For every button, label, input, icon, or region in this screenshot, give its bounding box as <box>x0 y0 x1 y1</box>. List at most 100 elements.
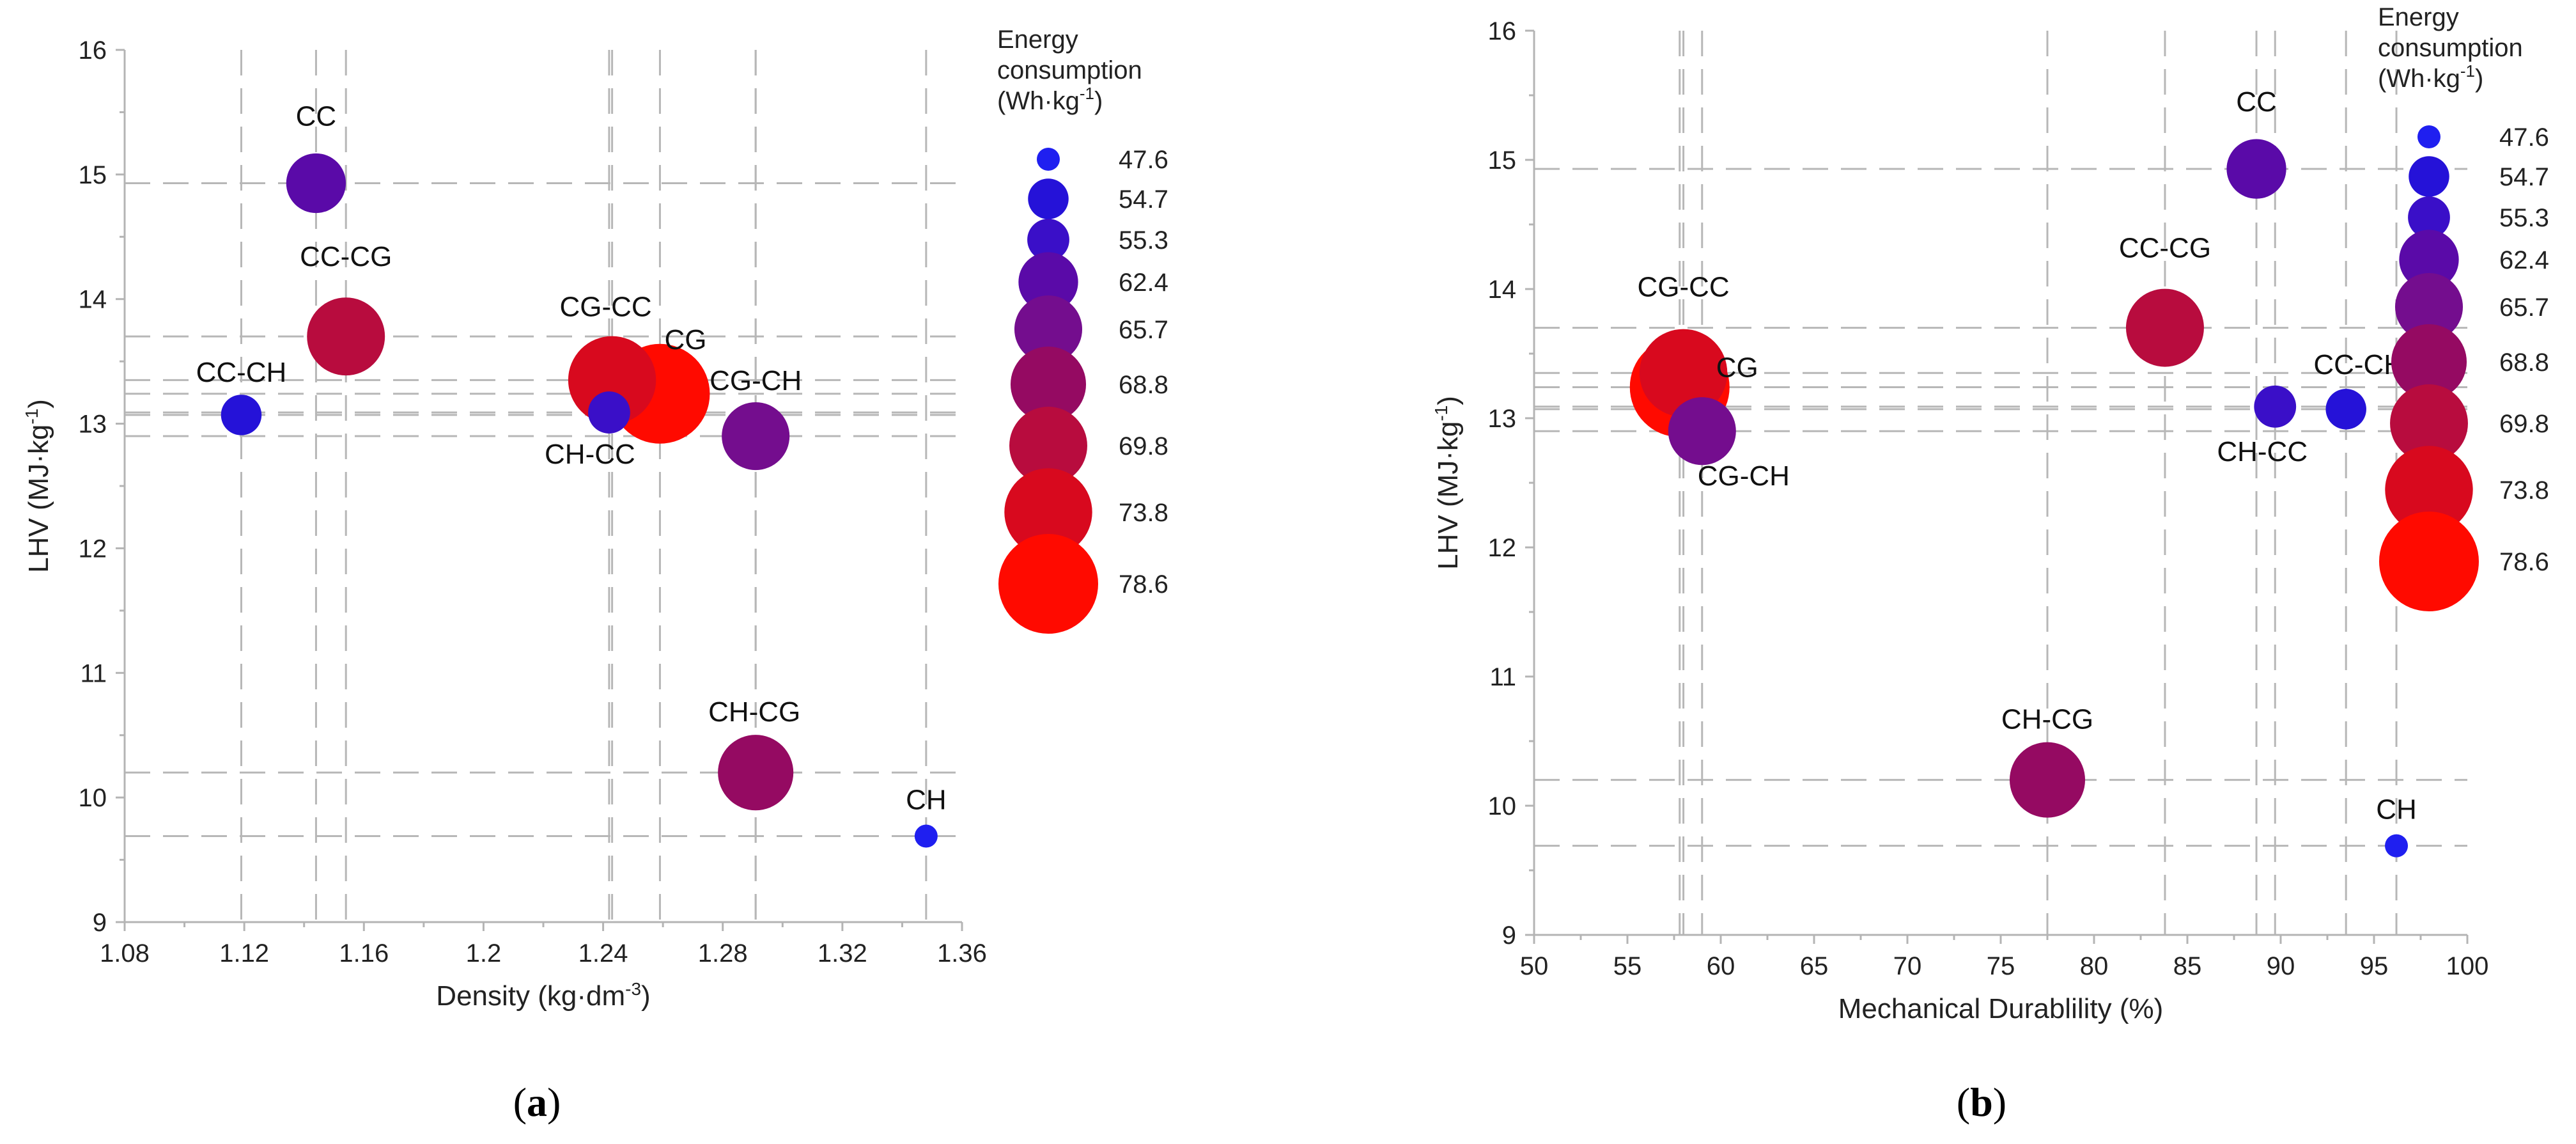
y-tick-label: 11 <box>80 659 107 687</box>
legend-label: 73.8 <box>2499 476 2549 505</box>
y-axis-title-end: ) <box>1432 396 1464 405</box>
y-axis-title: LHV (MJ·kg-1) <box>1431 396 1464 570</box>
y-axis-title-sup: -1 <box>1431 405 1451 421</box>
data-point-cc <box>286 153 346 214</box>
x-tick-label: 1.36 <box>937 939 987 968</box>
legend-bubble-78.6 <box>998 534 1098 634</box>
y-axis-title-end: ) <box>23 399 54 409</box>
legend-bubble-47.6 <box>1037 148 1060 171</box>
y-tick-label: 9 <box>93 909 107 937</box>
legend-title-sup: -1 <box>1080 84 1094 103</box>
y-tick-label: 13 <box>79 411 107 439</box>
data-point-cc-ch <box>2325 389 2366 430</box>
x-tick-label: 100 <box>2446 952 2489 980</box>
data-label-ch: CH <box>2376 794 2417 826</box>
legend-title-line: consumption <box>997 56 1142 84</box>
data-point-ch-cc <box>2254 385 2297 428</box>
x-tick-label: 1.28 <box>698 939 748 968</box>
legend-label: 54.7 <box>2499 163 2549 191</box>
data-bubbles <box>221 153 938 848</box>
panel-label-letter: a <box>527 1079 547 1125</box>
data-label-ch-cc: CH-CC <box>545 439 635 470</box>
legend-bubble-69.8 <box>1009 407 1087 485</box>
legend-title-line: (Wh·kg-1) <box>2378 61 2483 93</box>
x-axis-title-text: Density (kg·dm <box>436 980 625 1012</box>
legend-title-text: Energy <box>2378 3 2459 31</box>
legend-label: 65.7 <box>1119 316 1168 344</box>
y-tick-label: 15 <box>1488 146 1517 175</box>
legend-bubble-73.8 <box>2385 446 2473 534</box>
x-tick-label: 50 <box>1520 952 1549 980</box>
data-point-ch <box>2385 834 2409 858</box>
data-bubbles <box>1629 139 2409 858</box>
legend-bubble-73.8 <box>1004 468 1092 556</box>
x-tick-label: 90 <box>2267 952 2295 980</box>
legend-bubble-69.8 <box>2390 384 2468 462</box>
data-point-cg-cc <box>568 336 656 425</box>
y-tick-label: 13 <box>1488 405 1517 433</box>
panel-label: (a) <box>513 1079 561 1125</box>
data-label-cg-ch: CG-CH <box>1698 460 1790 492</box>
legend-bubble-62.4 <box>1018 252 1078 312</box>
data-point-cg-ch <box>1668 397 1736 466</box>
legend-bubble-65.7 <box>1014 295 1083 364</box>
legend-label: 62.4 <box>2499 246 2549 274</box>
y-tick-label: 11 <box>1489 663 1516 691</box>
legend-title-text: consumption <box>997 56 1142 84</box>
y-axis-title-text: LHV (MJ·kg <box>1432 421 1464 570</box>
data-label-cg-cc: CG-CC <box>1637 271 1729 302</box>
panel-label: (b) <box>1957 1079 2006 1125</box>
legend-label: 54.7 <box>1119 185 1168 214</box>
legend-bubble-47.6 <box>2417 125 2440 148</box>
x-tick-label: 1.12 <box>219 939 269 968</box>
x-axis-title: Mechanical Durablility (%) <box>1838 993 2164 1024</box>
legend-label: 69.8 <box>2499 410 2549 438</box>
x-tick-label: 65 <box>1800 952 1829 980</box>
legend-title-text: consumption <box>2378 34 2523 62</box>
x-tick-label: 75 <box>1987 952 2015 980</box>
y-axis-title-text: LHV (MJ·kg <box>23 425 54 573</box>
size-legend: Energy consumption(Wh·kg-1) 47.6 54.7 55.3 62… <box>2378 3 2549 611</box>
legend-bubble-68.8 <box>2391 324 2467 400</box>
panel-label-close: ) <box>1993 1079 2006 1125</box>
y-axis-title: LHV (MJ·kg-1) <box>22 399 54 573</box>
x-tick-label: 1.16 <box>339 939 389 968</box>
x-axis-title-sup: -3 <box>625 979 641 999</box>
data-label-ch-cc: CH-CC <box>2217 436 2308 467</box>
data-point-ch-cg <box>2009 742 2086 818</box>
data-point-cc-ch <box>221 395 262 435</box>
data-labels: CC CC-CG CC-CH CG-CC CG CH-CC CG-CH CH-CG CH <box>196 100 947 815</box>
x-tick-label: 55 <box>1613 952 1642 980</box>
data-point-cc <box>2226 139 2286 199</box>
x-tick-label: 85 <box>2173 952 2202 980</box>
data-label-cc-ch: CC-CH <box>2313 349 2404 380</box>
legend-label: 47.6 <box>1119 146 1168 174</box>
y-tick-label: 14 <box>1488 276 1517 304</box>
data-point-ch <box>914 824 938 848</box>
data-label-cc-cg: CC-CG <box>2119 233 2211 264</box>
data-label-cg-ch: CG-CH <box>710 365 802 396</box>
legend-title-line: Energy <box>2378 3 2459 31</box>
legend-label: 69.8 <box>1119 432 1168 460</box>
x-tick-label: 80 <box>2080 952 2109 980</box>
legend-label: 65.7 <box>2499 294 2549 322</box>
x-tick-label: 1.2 <box>466 939 502 968</box>
legend-label: 55.3 <box>2499 204 2549 232</box>
legend-bubble-55.3 <box>2408 196 2450 239</box>
legend-title-text: Energy <box>997 26 1078 54</box>
panel-a-scatter-chart: 9 10 11 12 13 14 15 16 1.08 1.12 1.16 1.2 1.24 1.28 1.… <box>22 26 1168 1125</box>
legend-bubble-54.7 <box>2409 156 2449 197</box>
size-legend: Energyconsumption(Wh·kg-1)47.654.755.362… <box>997 26 1168 634</box>
data-label-ch-cg: CH-CG <box>708 696 800 728</box>
x-tick-label: 1.24 <box>578 939 628 968</box>
x-axis-title: Density (kg·dm-3) <box>436 979 650 1012</box>
legend-bubble-65.7 <box>2394 272 2463 341</box>
x-tick-label: 70 <box>1893 952 1922 980</box>
data-label-cc: CC <box>296 100 337 132</box>
legend-title-end: ) <box>2475 65 2483 93</box>
data-label-cg: CG <box>664 324 706 356</box>
x-axis-title-end: ) <box>641 980 651 1012</box>
legend-label: 47.6 <box>2499 123 2549 152</box>
data-label-cc-cg: CC-CG <box>300 241 392 272</box>
